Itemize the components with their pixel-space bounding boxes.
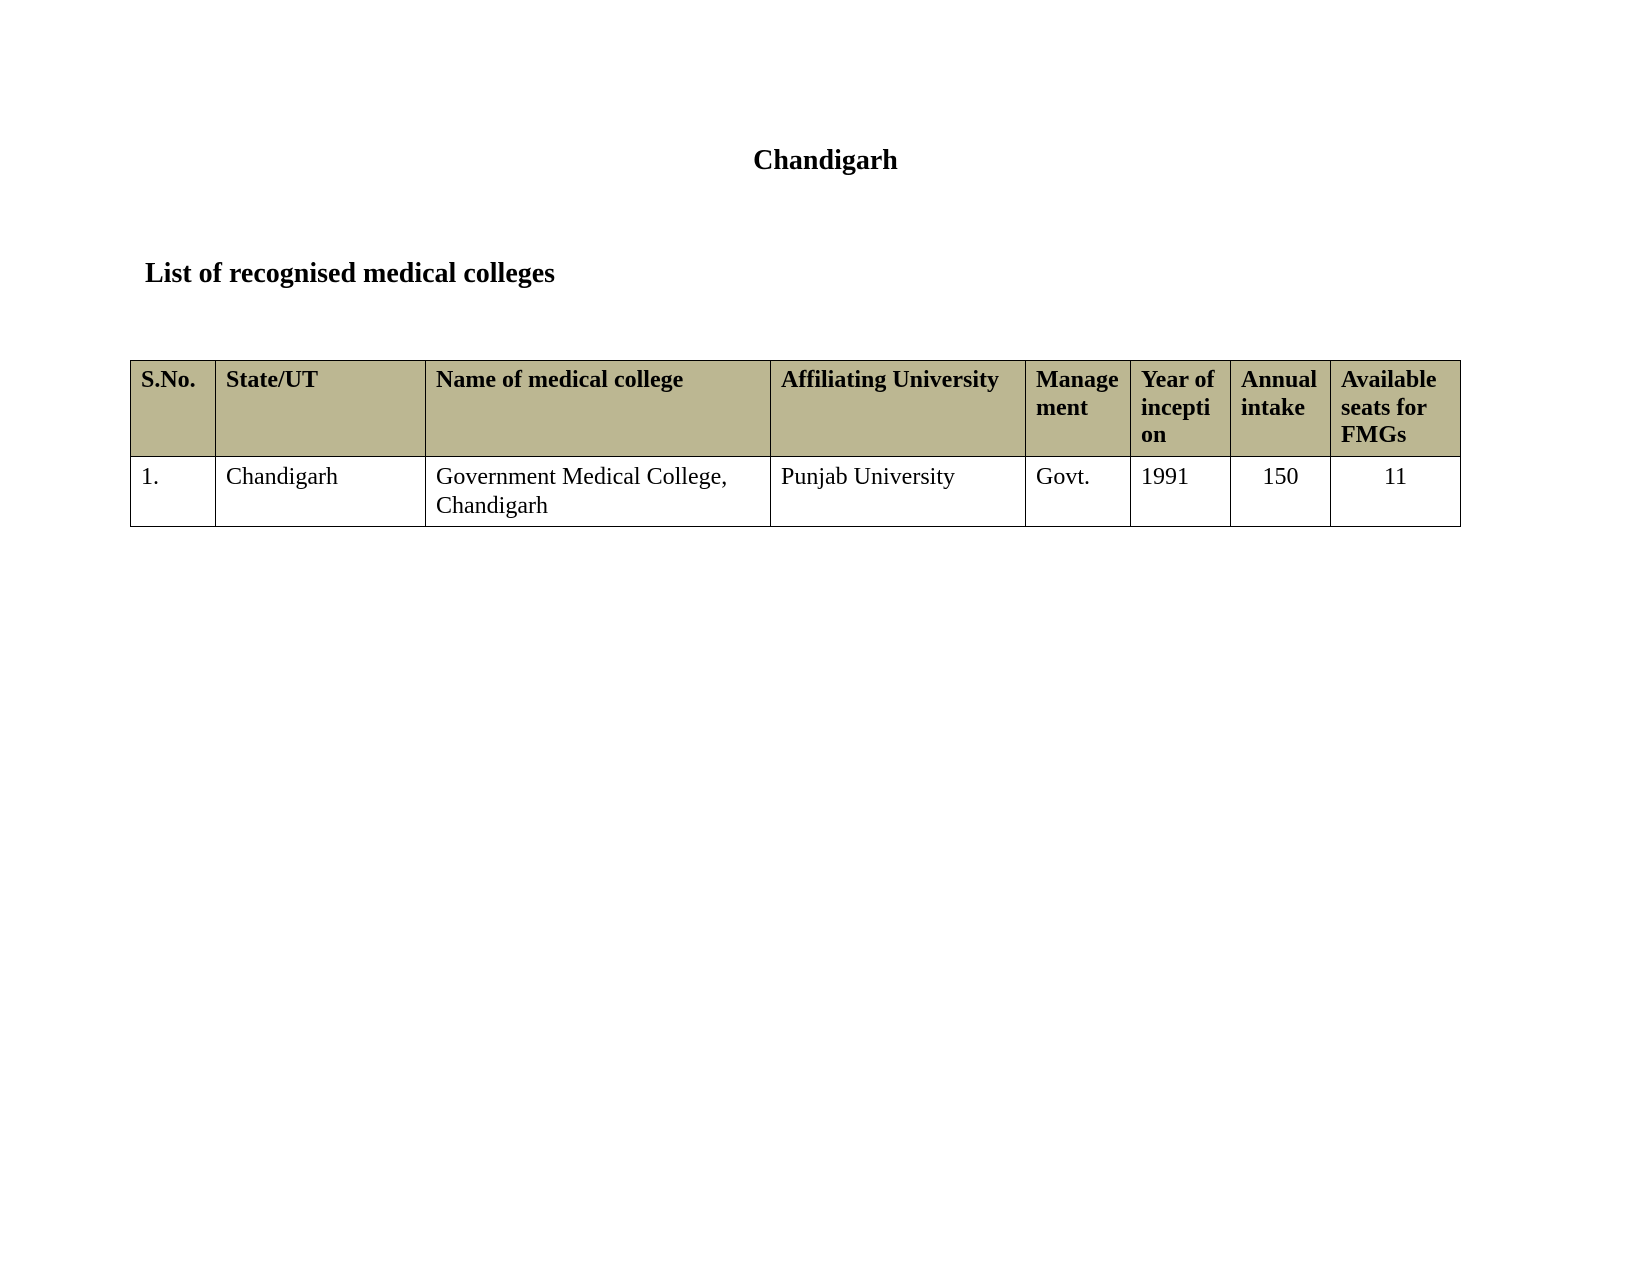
col-header-fmg: Available seats for FMGs: [1331, 361, 1461, 457]
cell-year: 1991: [1131, 456, 1231, 527]
col-header-sno: S.No.: [131, 361, 216, 457]
section-title: List of recognised medical colleges: [145, 258, 555, 290]
col-header-intake: Annual intake: [1231, 361, 1331, 457]
page-title: Chandigarh: [0, 145, 1651, 177]
table-header-row: S.No. State/UT Name of medical college A…: [131, 361, 1461, 457]
cell-management: Govt.: [1026, 456, 1131, 527]
col-header-year: Year of incepti on: [1131, 361, 1231, 457]
col-header-university: Affiliating University: [771, 361, 1026, 457]
cell-name: Government Medical College, Chandigarh: [426, 456, 771, 527]
col-header-name: Name of medical college: [426, 361, 771, 457]
col-header-management: Manage ment: [1026, 361, 1131, 457]
cell-sno: 1.: [131, 456, 216, 527]
cell-state: Chandigarh: [216, 456, 426, 527]
cell-intake: 150: [1231, 456, 1331, 527]
cell-university: Punjab University: [771, 456, 1026, 527]
table-row: 1. Chandigarh Government Medical College…: [131, 456, 1461, 527]
col-header-state: State/UT: [216, 361, 426, 457]
colleges-table: S.No. State/UT Name of medical college A…: [130, 360, 1461, 527]
cell-fmg: 11: [1331, 456, 1461, 527]
